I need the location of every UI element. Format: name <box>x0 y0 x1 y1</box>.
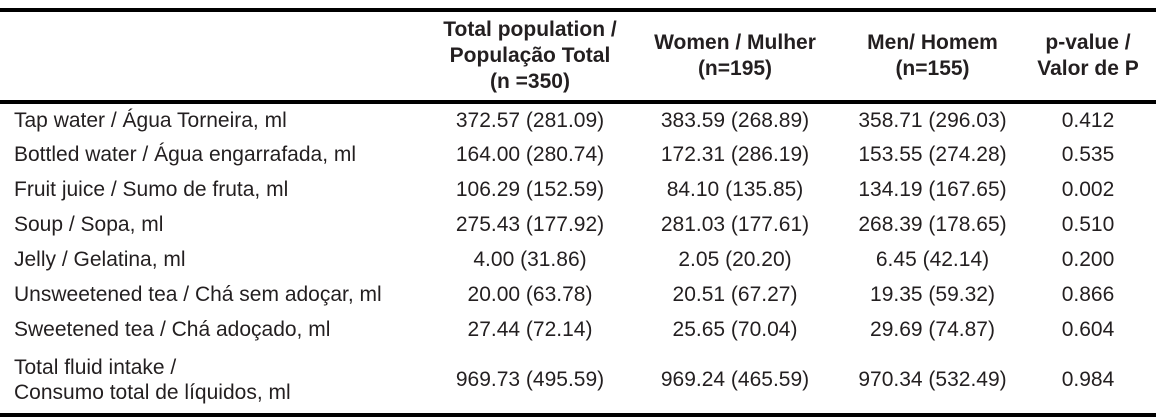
table-row-fruit-juice: Fruit juice / Sumo de fruta, ml 106.29 (… <box>0 172 1156 207</box>
header-row: Total population / População Total (n =3… <box>0 10 1156 102</box>
col-header-empty <box>0 10 435 102</box>
cell-women: 383.59 (268.89) <box>660 108 810 132</box>
header-line: Total population / <box>443 18 617 41</box>
header-line: p-value / <box>1045 31 1131 54</box>
cell-pvalue: 0.412 <box>1061 108 1115 132</box>
cell-men: 358.71 (296.03) <box>858 108 1007 132</box>
row-label-line: Total fluid intake / <box>14 356 177 379</box>
row-label: Fruit juice / Sumo de fruta, ml <box>14 177 289 201</box>
header-line: Men/ Homem <box>867 31 998 54</box>
table-row-jelly: Jelly / Gelatina, ml 4.00 (31.86) 2.05 (… <box>0 242 1156 277</box>
header-line: Women / Mulher <box>654 31 816 54</box>
col-header-total-population: Total population / População Total (n =3… <box>435 10 625 102</box>
col-header-men: Men/ Homem (n=155) <box>845 10 1020 102</box>
cell-total: 372.57 (281.09) <box>455 108 605 132</box>
table-row-tap-water: Tap water / Água Torneira, ml 372.57 (28… <box>0 102 1156 137</box>
row-label: Unsweetened tea / Chá sem adoçar, ml <box>14 282 382 306</box>
header-line: (n =350) <box>490 70 570 93</box>
row-label: Soup / Sopa, ml <box>14 212 164 236</box>
col-header-pvalue: p-value / Valor de P <box>1020 10 1156 102</box>
cell-men: 268.39 (178.65) <box>858 212 1007 236</box>
table-row-bottled-water: Bottled water / Água engarrafada, ml 164… <box>0 137 1156 172</box>
cell-men: 153.55 (274.28) <box>858 142 1007 166</box>
cell-men: 29.69 (74.87) <box>870 317 995 341</box>
cell-pvalue: 0.604 <box>1061 317 1115 341</box>
cell-total: 275.43 (177.92) <box>455 212 605 236</box>
row-label: Sweetened tea / Chá adoçado, ml <box>14 317 331 341</box>
cell-total: 106.29 (152.59) <box>455 177 605 201</box>
cell-women: 25.65 (70.04) <box>672 317 798 341</box>
cell-total: 164.00 (280.74) <box>455 142 605 166</box>
cell-pvalue: 0.510 <box>1061 212 1115 236</box>
cell-pvalue: 0.866 <box>1061 282 1115 306</box>
table-row-unsweetened-tea: Unsweetened tea / Chá sem adoçar, ml 20.… <box>0 277 1156 312</box>
row-label: Total fluid intake / Consumo total de lí… <box>0 347 435 415</box>
fluid-intake-table: Total population / População Total (n =3… <box>0 8 1156 417</box>
header-line: População Total <box>449 44 611 67</box>
cell-men: 970.34 (532.49) <box>858 368 1007 391</box>
header-line: (n=195) <box>697 57 773 80</box>
cell-women: 84.10 (135.85) <box>666 177 804 201</box>
row-label: Jelly / Gelatina, ml <box>14 247 186 271</box>
cell-pvalue: 0.535 <box>1061 142 1115 166</box>
header-line: (n=155) <box>895 57 970 80</box>
cell-total: 969.73 (495.59) <box>455 368 605 391</box>
cell-pvalue: 0.200 <box>1061 247 1115 271</box>
row-label-line: Consumo total de líquidos, ml <box>14 381 291 404</box>
cell-women: 20.51 (67.27) <box>672 282 798 306</box>
table-row-soup: Soup / Sopa, ml 275.43 (177.92) 281.03 (… <box>0 207 1156 242</box>
cell-total: 27.44 (72.14) <box>467 317 593 341</box>
cell-total: 4.00 (31.86) <box>473 247 587 271</box>
cell-pvalue: 0.984 <box>1061 368 1115 391</box>
header-line: Valor de P <box>1037 57 1139 80</box>
row-label: Tap water / Água Torneira, ml <box>14 108 287 132</box>
table-row-sweetened-tea: Sweetened tea / Chá adoçado, ml 27.44 (7… <box>0 312 1156 347</box>
cell-women: 2.05 (20.20) <box>678 247 792 271</box>
cell-women: 969.24 (465.59) <box>660 368 810 391</box>
cell-total: 20.00 (63.78) <box>467 282 593 306</box>
cell-women: 172.31 (286.19) <box>660 142 810 166</box>
col-header-women: Women / Mulher (n=195) <box>625 10 845 102</box>
row-label: Bottled water / Água engarrafada, ml <box>14 142 357 166</box>
cell-men: 19.35 (59.32) <box>870 282 995 306</box>
cell-men: 134.19 (167.65) <box>858 177 1007 201</box>
cell-men: 6.45 (42.14) <box>875 247 990 271</box>
cell-women: 281.03 (177.61) <box>660 212 810 236</box>
cell-pvalue: 0.002 <box>1061 177 1115 201</box>
table-row-total-fluid-intake: Total fluid intake / Consumo total de lí… <box>0 347 1156 415</box>
